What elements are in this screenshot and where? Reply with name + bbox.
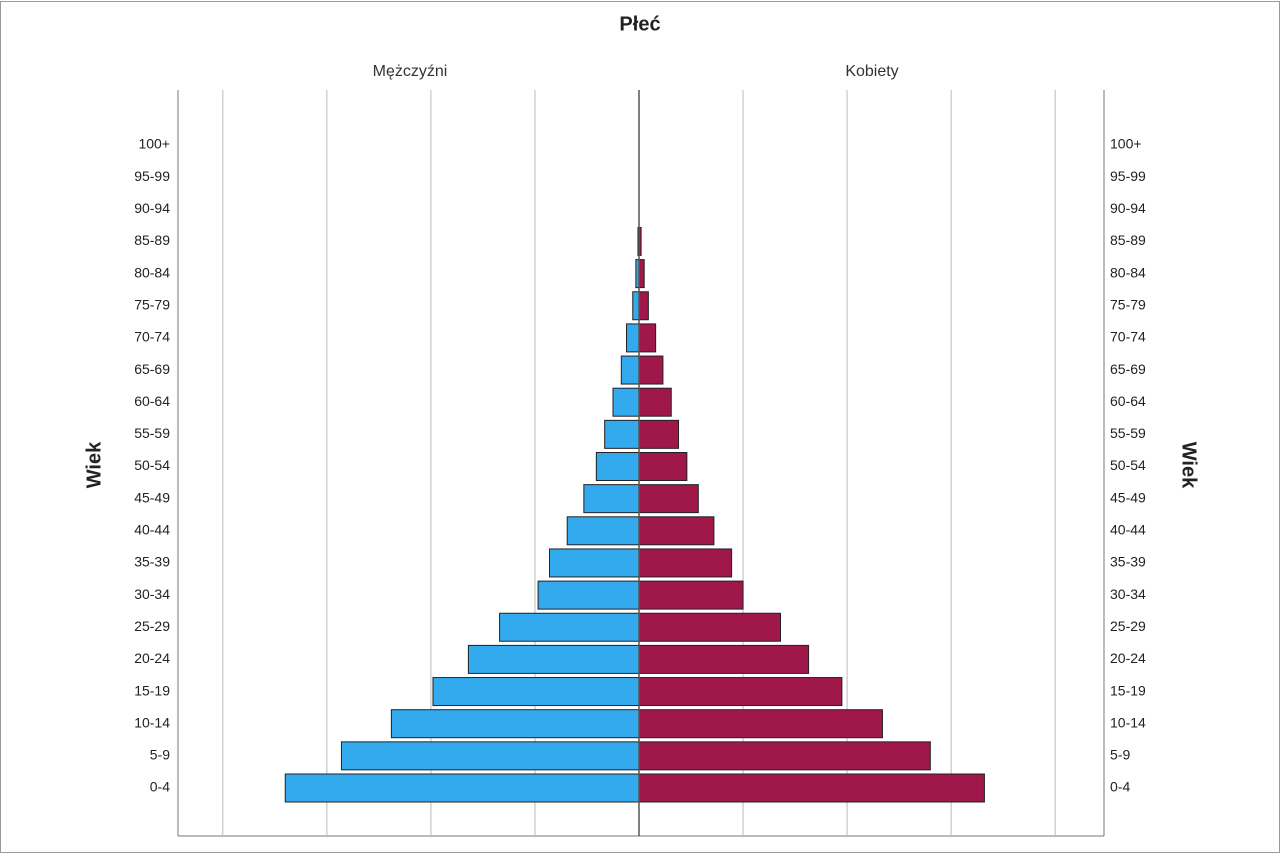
y-tick-label: 70-74 xyxy=(1110,329,1146,345)
bar xyxy=(638,773,985,803)
bar xyxy=(638,612,782,642)
y-tick-label: 45-49 xyxy=(134,489,170,505)
y-tick-label: 25-29 xyxy=(1110,618,1146,634)
bar xyxy=(638,452,688,481)
y-tick-label: 0-4 xyxy=(1110,779,1130,795)
y-tick-label: 20-24 xyxy=(134,650,170,666)
y-tick-label: 45-49 xyxy=(1110,489,1146,505)
bar xyxy=(638,355,664,385)
y-tick-label: 100+ xyxy=(1110,136,1142,152)
y-tick-label: 90-94 xyxy=(1110,200,1146,216)
y-tick-label: 20-24 xyxy=(1110,650,1146,666)
y-tick-label: 60-64 xyxy=(1110,393,1146,409)
y-tick-label: 95-99 xyxy=(1110,168,1146,184)
y-tick-label: 35-39 xyxy=(134,554,170,570)
bar xyxy=(638,291,649,321)
bar xyxy=(638,323,657,353)
bar xyxy=(537,580,640,610)
y-tick-label: 80-84 xyxy=(1110,264,1146,280)
bar xyxy=(638,709,883,739)
y-tick-label: 75-79 xyxy=(1110,296,1146,312)
y-tick-label: 15-19 xyxy=(134,682,170,698)
y-tick-label: 70-74 xyxy=(134,329,170,345)
bar xyxy=(638,580,744,610)
bar xyxy=(638,644,810,674)
y-tick-label: 65-69 xyxy=(1110,361,1146,377)
bar xyxy=(638,387,672,417)
y-tick-label: 65-69 xyxy=(134,361,170,377)
y-tick-label: 55-59 xyxy=(1110,425,1146,441)
bar xyxy=(638,259,645,289)
bar xyxy=(604,419,640,449)
y-tick-label: 95-99 xyxy=(134,168,170,184)
bar xyxy=(638,516,715,546)
y-tick-label: 50-54 xyxy=(134,457,170,473)
series-label: Mężczyźni xyxy=(373,63,448,80)
bar xyxy=(638,419,680,449)
y-tick-label: 75-79 xyxy=(134,296,170,312)
bar xyxy=(638,548,733,578)
y-tick-label: 40-44 xyxy=(134,522,170,538)
bar xyxy=(467,644,640,674)
y-tick-label: 30-34 xyxy=(134,586,170,602)
bar xyxy=(432,677,640,707)
bar xyxy=(284,773,640,803)
bar xyxy=(620,355,640,385)
bar xyxy=(583,484,640,514)
bar xyxy=(390,709,640,739)
y-axis-label: Wiek xyxy=(1178,442,1200,489)
y-tick-label: 0-4 xyxy=(150,779,170,795)
bar xyxy=(638,484,699,514)
bar xyxy=(638,741,931,771)
y-tick-label: 85-89 xyxy=(134,232,170,248)
y-tick-label: 40-44 xyxy=(1110,522,1146,538)
y-tick-label: 50-54 xyxy=(1110,457,1146,473)
y-tick-label: 15-19 xyxy=(1110,682,1146,698)
bar xyxy=(499,612,640,642)
bar xyxy=(595,452,640,481)
y-tick-label: 55-59 xyxy=(134,425,170,441)
y-tick-label: 30-34 xyxy=(1110,586,1146,602)
y-tick-label: 5-9 xyxy=(150,747,170,763)
y-tick-label: 5-9 xyxy=(1110,747,1130,763)
y-tick-label: 10-14 xyxy=(1110,714,1146,730)
y-tick-label: 85-89 xyxy=(1110,232,1146,248)
bar xyxy=(638,677,843,707)
y-tick-label: 100+ xyxy=(138,136,170,152)
y-tick-label: 60-64 xyxy=(134,393,170,409)
bar xyxy=(612,387,640,417)
bar xyxy=(340,741,640,771)
bar xyxy=(626,323,640,353)
series-label: Kobiety xyxy=(845,63,898,80)
chart-title: Płeć xyxy=(619,13,660,35)
bar xyxy=(566,516,640,546)
y-tick-label: 35-39 xyxy=(1110,554,1146,570)
y-tick-label: 80-84 xyxy=(134,264,170,280)
y-tick-label: 10-14 xyxy=(134,714,170,730)
y-tick-label: 25-29 xyxy=(134,618,170,634)
bar xyxy=(632,291,640,321)
y-tick-label: 90-94 xyxy=(134,200,170,216)
bar xyxy=(549,548,640,578)
y-axis-label: Wiek xyxy=(83,441,105,488)
